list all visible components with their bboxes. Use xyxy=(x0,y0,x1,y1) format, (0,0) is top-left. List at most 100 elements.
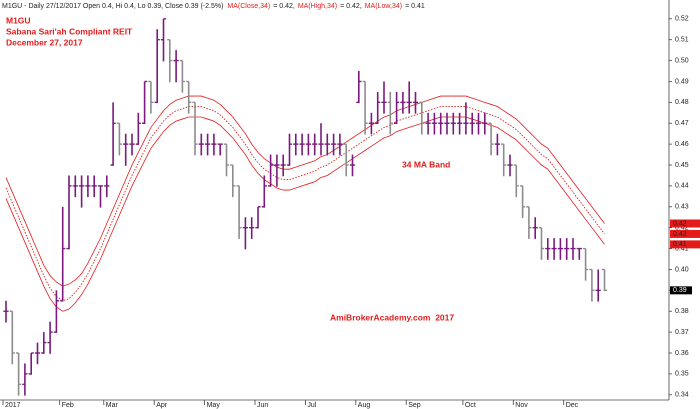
ma-line xyxy=(5,106,605,302)
y-tick-label: 0.47 xyxy=(675,120,689,127)
ohlc-bar xyxy=(450,112,456,135)
ohlc-bar xyxy=(444,112,450,135)
ohlc-bar xyxy=(60,206,66,302)
ohlc-bar xyxy=(293,133,299,156)
ohlc-bar xyxy=(123,133,129,166)
ohlc-bar xyxy=(513,164,519,198)
y-tick-label: 0.51 xyxy=(675,37,689,44)
y-tick-label: 0.46 xyxy=(675,141,689,148)
ohlc-bar xyxy=(28,352,34,375)
ohlc-bar xyxy=(179,59,185,93)
x-tick-label: 2017 xyxy=(5,402,21,409)
ohlc-bar xyxy=(16,352,22,396)
chart-subtitle: Sabana Sari'ah Compliant REIT xyxy=(6,26,133,36)
y-tick-label: 0.44 xyxy=(675,183,689,190)
ohlc-bar xyxy=(104,175,110,198)
y-tick-label: 0.48 xyxy=(675,99,689,106)
ohlc-bar xyxy=(110,102,116,166)
ohlc-bar xyxy=(482,112,488,135)
ohlc-bar xyxy=(337,133,343,156)
ohlc-bar xyxy=(564,238,570,260)
ohlc-bar xyxy=(494,133,500,156)
ohlc-bar xyxy=(557,238,563,260)
y-tick-label: 0.40 xyxy=(675,266,689,273)
chart-title: M1GU xyxy=(6,15,31,25)
ohlc-bar xyxy=(268,154,274,187)
end-label-box xyxy=(670,219,700,228)
end-label: 0.41 xyxy=(673,241,687,248)
y-tick-label: 0.34 xyxy=(675,392,689,399)
ohlc-bar xyxy=(576,247,582,260)
x-tick-label: Feb xyxy=(62,402,74,409)
x-tick-label: Nov xyxy=(515,402,528,409)
ohlc-bar xyxy=(501,143,507,177)
x-tick-label: Dec xyxy=(566,402,579,409)
ohlc-bar xyxy=(356,71,362,104)
ohlc-bar xyxy=(475,112,482,135)
ohlc-bar xyxy=(217,143,223,156)
ohlc-bar xyxy=(425,112,431,135)
ohlc-bar xyxy=(135,112,141,145)
ohlc-bar xyxy=(242,217,248,250)
y-tick-label: 0.43 xyxy=(675,204,689,211)
header-ma-name: MA(Low,34) xyxy=(365,3,402,10)
ohlc-bar xyxy=(394,91,400,125)
ohlc-bar xyxy=(116,122,122,156)
ohlc-bar xyxy=(431,112,437,135)
y-tick-label: 0.50 xyxy=(675,57,689,64)
x-tick-label: Apr xyxy=(156,402,168,409)
ohlc-bar xyxy=(261,175,267,208)
end-label-box xyxy=(670,240,700,249)
ohlc-bar xyxy=(545,238,551,260)
annotation: AmiBrokerAcademy.com 2017 xyxy=(330,312,454,322)
ma-line xyxy=(5,116,605,312)
ohlc-bar xyxy=(142,80,148,125)
ohlc-bar xyxy=(249,217,255,239)
ohlc-bar xyxy=(375,91,381,125)
ohlc-bar xyxy=(167,38,173,83)
header-ma-value: = 0.42, xyxy=(340,3,362,10)
ohlc-bar xyxy=(362,80,368,135)
x-tick-label: Jun xyxy=(257,402,268,409)
ohlc-bar xyxy=(3,300,9,323)
y-tick-label: 0.35 xyxy=(675,371,689,378)
x-tick-label: Aug xyxy=(358,402,371,409)
ohlc-bar xyxy=(66,175,72,250)
ohlc-bar xyxy=(507,154,513,177)
ohlc-bar xyxy=(255,206,261,229)
ohlc-bar xyxy=(236,185,242,239)
ohlc-bar xyxy=(601,268,608,292)
ohlc-bar xyxy=(41,332,47,354)
ohlc-bar xyxy=(595,269,601,302)
ohlc-bar xyxy=(22,363,28,396)
ohlc-bar xyxy=(488,122,494,156)
ohlc-bar xyxy=(186,80,192,114)
ohlc-bar xyxy=(79,175,85,208)
x-tick-label: Mar xyxy=(106,402,119,409)
ohlc-bar xyxy=(230,164,236,198)
header-ma-value: = 0.42, xyxy=(273,3,295,10)
x-tick-label: Sep xyxy=(408,402,421,409)
ohlc-bar xyxy=(47,321,53,354)
ohlc-bar xyxy=(198,133,204,156)
ohlc-bar xyxy=(280,154,286,177)
y-tick-label: 0.49 xyxy=(675,78,689,85)
header-info: M1GU - Daily 27/12/2017 Open 0.4, Hi 0.4… xyxy=(2,3,223,10)
ohlc-bar xyxy=(419,101,425,135)
y-tick-label: 0.42 xyxy=(675,225,689,232)
x-tick-label: May xyxy=(207,402,221,409)
y-tick-label: 0.41 xyxy=(675,245,689,252)
ohlc-bar xyxy=(331,133,337,156)
end-label-box xyxy=(670,229,700,238)
ohlc-bar xyxy=(526,206,532,239)
ohlc-bar xyxy=(91,175,97,198)
close-label-box xyxy=(670,286,692,295)
ohlc-bar xyxy=(53,290,59,333)
y-tick-label: 0.52 xyxy=(675,16,689,23)
ohlc-bar xyxy=(223,143,230,177)
ohlc-bar xyxy=(148,80,154,114)
ma-line xyxy=(5,95,605,287)
ohlc-bar xyxy=(97,185,104,208)
